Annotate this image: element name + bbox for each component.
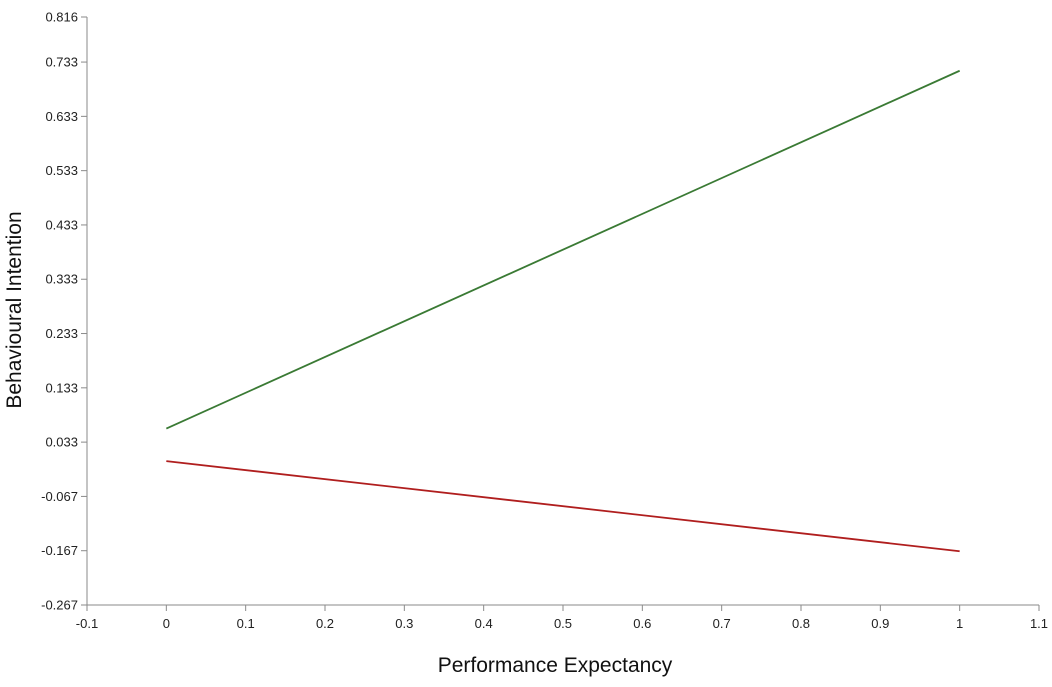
series-line-2 [166, 460, 960, 553]
x-tick-label: 1 [956, 616, 963, 631]
y-tick-label: 0.333 [45, 272, 78, 287]
x-tick-label: 0.5 [554, 616, 572, 631]
x-tick-label: 0 [163, 616, 170, 631]
y-tick-label: 0.133 [45, 380, 78, 395]
y-axis: 0.816 0.733 0.633 0.533 0.433 0.333 0.233 0.133… [41, 10, 88, 613]
y-tick-label: 0.433 [45, 217, 78, 232]
y-tick-label: 0.033 [45, 435, 78, 450]
y-tick-label: 0.633 [45, 109, 78, 124]
x-tick-label: 1.1 [1030, 616, 1048, 631]
y-tick-label: 0.733 [45, 55, 78, 70]
y-tick-label: -0.067 [41, 489, 78, 504]
x-tick-label: 0.7 [713, 616, 731, 631]
x-tick-label: 0.8 [792, 616, 810, 631]
x-tick-label: 0.1 [237, 616, 255, 631]
x-axis-title: Performance Expectancy [438, 654, 673, 677]
y-tick-label: -0.167 [41, 543, 78, 558]
x-tick-label: 0.2 [316, 616, 334, 631]
y-tick-label: -0.267 [41, 598, 78, 613]
series-line-1 [165, 69, 961, 430]
x-tick-label: 0.4 [475, 616, 493, 631]
x-tick-label: 0.3 [395, 616, 413, 631]
y-tick-label: 0.233 [45, 326, 78, 341]
x-tick-label: 0.6 [633, 616, 651, 631]
x-tick-label: -0.1 [76, 616, 98, 631]
x-tick-label: 0.9 [871, 616, 889, 631]
y-tick-label: 0.816 [45, 10, 78, 25]
y-axis-title: Behavioural Intention [3, 211, 26, 408]
x-axis: -0.1 0 0.1 0.2 0.3 0.4 0.5 0.6 0.7 0.8 0.9 1 1.1 [76, 604, 1048, 631]
series-layer [165, 69, 961, 553]
y-tick-label: 0.533 [45, 163, 78, 178]
